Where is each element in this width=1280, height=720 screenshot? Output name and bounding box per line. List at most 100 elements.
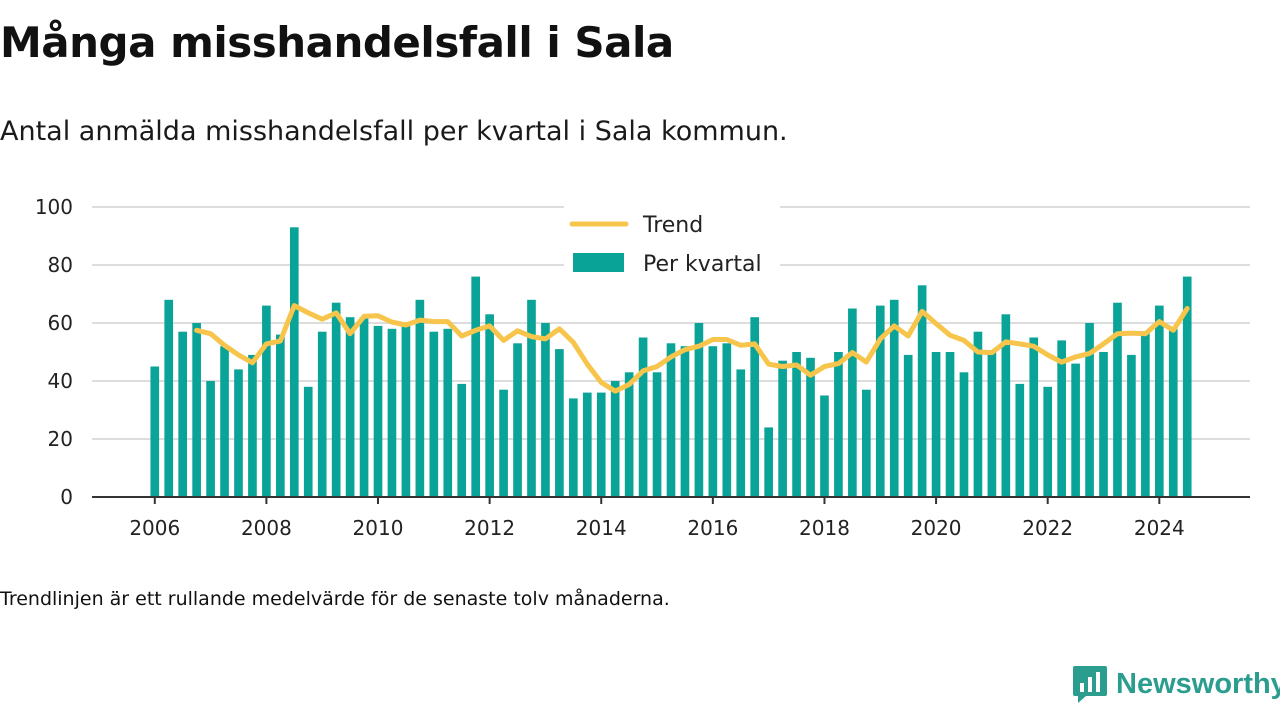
bar	[443, 328, 453, 497]
bar	[234, 369, 243, 497]
bar	[303, 386, 313, 497]
trend-series	[194, 303, 1190, 394]
bar	[945, 352, 955, 497]
x-tick-label: 2008	[241, 516, 292, 540]
legend-bar-swatch	[573, 253, 624, 272]
bar	[666, 343, 676, 497]
x-tick-label: 2016	[687, 516, 738, 540]
y-tick-label: 0	[60, 485, 73, 509]
bar	[262, 305, 271, 497]
chart-svg: 0 20 40 60 80 100 2006 2008 2010 2012 2014 2016 2018…	[35, 195, 1250, 540]
bar	[276, 334, 285, 497]
y-tick-label: 80	[48, 253, 73, 277]
bar-series	[150, 227, 1192, 498]
bar	[931, 352, 941, 497]
bar	[541, 323, 550, 497]
bar	[750, 317, 760, 497]
bar	[569, 398, 578, 497]
bar	[820, 395, 829, 497]
chart-subtitle: Antal anmälda misshandelsfall per kvarta…	[0, 116, 788, 147]
bar	[875, 305, 885, 497]
newsworthy-logo-icon	[1073, 666, 1107, 703]
bar	[1113, 302, 1122, 497]
axes: 0 20 40 60 80 100 2006 2008 2010 2012 2014 2016 2018…	[35, 195, 1250, 540]
bar	[596, 392, 606, 497]
bar	[513, 343, 522, 497]
bar	[1029, 337, 1039, 497]
bar	[331, 302, 341, 497]
y-tick-label: 40	[48, 369, 73, 393]
trend-line	[194, 303, 1190, 394]
bar	[973, 331, 983, 497]
bar	[848, 308, 857, 497]
bar	[527, 299, 536, 497]
bar	[582, 392, 592, 497]
bar	[903, 354, 913, 497]
bar	[248, 354, 257, 497]
bar	[806, 357, 815, 497]
bar	[987, 352, 997, 497]
bar	[164, 299, 174, 497]
bar	[1015, 383, 1025, 497]
bar	[680, 346, 690, 497]
bar	[1043, 386, 1053, 497]
bar	[778, 360, 787, 497]
bar	[150, 366, 160, 497]
x-tick-label: 2012	[464, 516, 515, 540]
legend: Trend Per kvartal	[564, 206, 780, 282]
bar	[289, 227, 299, 498]
bar	[1085, 323, 1094, 497]
bar	[638, 337, 648, 497]
bar	[1071, 363, 1080, 497]
bar	[610, 381, 620, 497]
bar	[1001, 314, 1011, 497]
bar	[1182, 276, 1192, 497]
bar	[959, 372, 969, 497]
bar	[1127, 354, 1136, 497]
bar	[401, 325, 411, 497]
legend-bar-label: Per kvartal	[643, 252, 762, 277]
bar	[1057, 340, 1066, 497]
bar	[889, 299, 899, 497]
legend-trend-label: Trend	[642, 213, 703, 238]
bar	[792, 352, 801, 497]
bar	[708, 346, 718, 497]
bar	[1154, 305, 1164, 497]
y-tick-label: 20	[48, 427, 73, 451]
bar	[373, 325, 383, 497]
bar	[722, 343, 732, 497]
x-tick-label: 2020	[911, 516, 962, 540]
bar	[220, 346, 229, 497]
bar	[862, 389, 871, 497]
x-tick-label: 2018	[799, 516, 850, 540]
bar	[457, 383, 467, 497]
bar	[178, 331, 188, 497]
footnote: Trendlinjen är ett rullande medelvärde f…	[0, 588, 670, 610]
x-tick-label: 2024	[1134, 516, 1185, 540]
bar	[387, 328, 397, 497]
chart-title: Många misshandelsfall i Sala	[0, 18, 674, 67]
bar	[499, 389, 508, 497]
bar	[1168, 328, 1178, 497]
bar	[317, 331, 327, 497]
bar	[1141, 331, 1150, 497]
bar	[652, 372, 662, 497]
y-tick-label: 60	[48, 311, 73, 335]
bar	[736, 369, 746, 497]
y-tick-label: 100	[35, 195, 73, 219]
bar	[345, 317, 355, 497]
bar	[764, 427, 773, 497]
bar	[429, 331, 439, 497]
bar	[834, 352, 843, 497]
bar	[694, 323, 704, 497]
bar	[624, 372, 634, 497]
bar	[471, 276, 480, 497]
brand-name: Newsworthy	[1116, 667, 1280, 700]
x-tick-label: 2010	[353, 516, 404, 540]
brand-logo: Newsworthy	[1072, 664, 1280, 704]
x-tick-label: 2022	[1022, 516, 1073, 540]
bar	[206, 381, 215, 497]
bar	[415, 299, 425, 497]
x-tick-label: 2014	[576, 516, 627, 540]
bar	[555, 349, 564, 497]
